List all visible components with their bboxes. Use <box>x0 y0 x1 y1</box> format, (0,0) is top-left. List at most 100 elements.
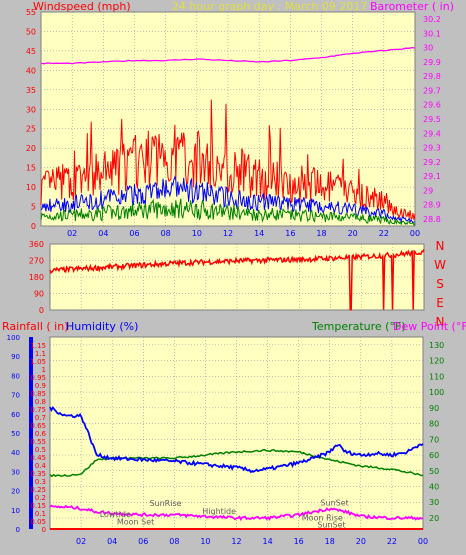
rainfall-tick-label: 0.25 <box>30 486 46 494</box>
temperature-tick-label: 50 <box>429 467 439 476</box>
windspeed-tick-label: 55 <box>26 8 36 17</box>
climate-x-tick-label: 04 <box>107 537 117 546</box>
wind-series <box>40 46 416 227</box>
climate-x-tick-label: 00 <box>418 537 428 546</box>
climate-x-tick-label: 22 <box>387 537 397 546</box>
climate-series <box>49 406 424 530</box>
climate-x-tick-label: 12 <box>231 537 241 546</box>
chart-title: 24 hour graph day : March 09 2017 <box>172 0 367 13</box>
humidity-tick-label: 70 <box>11 392 20 400</box>
humidity-tick-label: 60 <box>11 411 20 419</box>
climate-x-tick-label: 14 <box>262 537 272 546</box>
humidity-tick-label: 20 <box>11 488 20 496</box>
rainfall-axis-label: Rainfall ( in) <box>2 320 69 333</box>
temperature-tick-label: 110 <box>429 372 444 381</box>
barometer-tick-label: 29.1 <box>423 172 441 181</box>
wind-gust-line <box>40 99 416 221</box>
compass-label: W <box>434 258 446 272</box>
humidity-tick-label: 0 <box>16 526 20 534</box>
temperature-tick-label: 100 <box>429 388 444 397</box>
direction-tick-label: 270 <box>29 257 44 266</box>
compass-label: S <box>436 277 444 291</box>
wind-average-line <box>40 175 416 224</box>
direction-tick-label: 360 <box>29 240 44 249</box>
humidity-tick-label: 90 <box>11 353 20 361</box>
humidity-line <box>49 406 424 474</box>
barometer-tick-label: 30.1 <box>423 29 441 38</box>
astronomy-annotation: SunSet <box>320 498 348 507</box>
rainfall-tick-label: 0.1 <box>35 510 46 518</box>
astronomy-annotation: Lowtide <box>100 510 131 519</box>
barometer-tick-label: 29.9 <box>423 58 441 67</box>
windspeed-tick-label: 30 <box>26 105 36 114</box>
barometer-tick-label: 30.2 <box>423 15 441 24</box>
temperature-axis-label: Temperature (°F) <box>311 320 406 333</box>
barometer-axis-label: Barometer ( in) <box>370 0 454 13</box>
temperature-tick-label: 120 <box>429 357 444 366</box>
temperature-tick-labels: 20 30 40 50 60 70 80 90 100 110 120 130 <box>429 341 444 523</box>
rainfall-tick-label: 1 <box>42 366 46 374</box>
temperature-tick-label: 30 <box>429 498 439 507</box>
humidity-tick-label: 30 <box>11 468 20 476</box>
barometer-tick-label: 28.8 <box>423 215 441 224</box>
wind-x-tick-label: 04 <box>98 229 108 238</box>
climate-x-tick-labels: 02 04 06 08 10 12 14 16 18 20 22 00 <box>76 537 428 546</box>
climate-grid <box>50 337 424 529</box>
compass-label: N <box>436 315 445 329</box>
direction-tick-labels: 0 90 180 270 360 <box>29 240 44 315</box>
humidity-tick-label: 40 <box>11 449 20 457</box>
humidity-tick-labels: 0 10 20 30 40 50 60 70 80 90 100 <box>7 334 20 534</box>
rainfall-tick-label: 0.15 <box>30 502 46 510</box>
climate-x-tick-label: 18 <box>325 537 335 546</box>
rainfall-tick-label: 0.6 <box>35 430 47 438</box>
wind-x-tick-label: 02 <box>67 229 77 238</box>
rainfall-tick-label: 0.45 <box>30 454 46 462</box>
rainfall-tick-label: 0.75 <box>30 406 46 414</box>
direction-tick-label: 180 <box>29 273 44 282</box>
humidity-axis-bar <box>29 337 33 529</box>
rainfall-tick-label: 1.05 <box>30 358 46 366</box>
direction-tick-label: 90 <box>34 290 44 299</box>
rainfall-tick-label: 0.85 <box>30 390 46 398</box>
humidity-tick-label: 50 <box>11 430 20 438</box>
wind-plot-area <box>40 11 416 227</box>
climate-x-tick-label: 10 <box>200 537 210 546</box>
windspeed-axis-label: Windspeed (mph) <box>33 0 131 13</box>
barometer-tick-label: 29.3 <box>423 144 441 153</box>
windspeed-tick-label: 20 <box>26 144 36 153</box>
windspeed-tick-label: 45 <box>26 47 36 56</box>
windspeed-tick-label: 10 <box>26 183 36 192</box>
windspeed-tick-label: 5 <box>31 203 36 212</box>
temperature-tick-label: 20 <box>429 514 439 523</box>
rainfall-tick-labels: 00.050.10.150.20.250.30.350.40.450.50.55… <box>30 342 46 534</box>
temperature-tick-label: 60 <box>429 451 439 460</box>
astronomy-annotation: Hightide <box>202 507 236 516</box>
compass-label: E <box>436 296 444 310</box>
wind-x-tick-label: 10 <box>192 229 202 238</box>
wind-x-tick-label: 20 <box>348 229 358 238</box>
climate-x-tick-label: 08 <box>169 537 179 546</box>
wind-x-tick-label: 22 <box>379 229 389 238</box>
rainfall-tick-label: 0.95 <box>30 374 46 382</box>
humidity-tick-label: 10 <box>11 507 20 515</box>
rainfall-tick-label: 0.55 <box>30 438 46 446</box>
direction-series <box>49 249 425 311</box>
climate-x-tick-label: 06 <box>138 537 148 546</box>
windspeed-tick-label: 0 <box>31 222 36 231</box>
windspeed-tick-label: 50 <box>26 27 36 36</box>
wind-x-tick-label: 12 <box>223 229 233 238</box>
windspeed-tick-label: 15 <box>26 164 36 173</box>
astronomy-annotation: SunRise <box>149 499 181 508</box>
rainfall-tick-label: 0.05 <box>30 518 46 526</box>
rainfall-tick-label: 0.5 <box>35 446 46 454</box>
temperature-tick-label: 90 <box>429 404 439 413</box>
barometer-tick-label: 28.9 <box>423 201 441 210</box>
dew-point-axis-label: Dew Point (°F) <box>393 320 466 333</box>
windspeed-tick-labels: 0 5 10 15 20 25 30 35 40 45 50 55 <box>26 8 36 231</box>
rainfall-tick-label: 0.7 <box>35 414 46 422</box>
wind-x-tick-label: 08 <box>161 229 171 238</box>
rainfall-tick-label: 0.8 <box>35 398 46 406</box>
